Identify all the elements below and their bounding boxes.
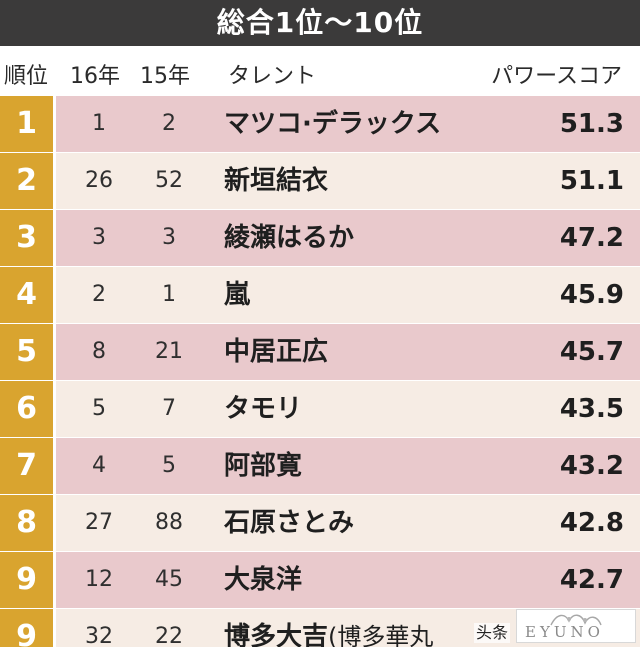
talent-name: 石原さとみ [224, 508, 355, 538]
column-headers: 順位 16年 15年 タレント パワースコア [0, 46, 640, 96]
talent-name: 中居正広 [224, 337, 329, 367]
rank-2016: 2 [92, 282, 106, 307]
row-data: 12 45 大泉洋 42.7 [56, 552, 640, 608]
talent-name: 阿部寛 [224, 451, 303, 481]
table-row: 7 4 5 阿部寛 43.2 [0, 438, 640, 495]
rank-2015: 45 [155, 567, 183, 592]
watermark: 头条 EYUNO [473, 607, 636, 643]
rank-badge: 3 [0, 210, 56, 266]
rank-2015: 3 [162, 225, 176, 250]
rank-2016: 8 [92, 339, 106, 364]
row-data: 27 88 石原さとみ 42.8 [56, 495, 640, 551]
rank-2016: 4 [92, 453, 106, 478]
rank-2016: 5 [92, 396, 106, 421]
talent-name: 綾瀬はるか [224, 223, 355, 253]
row-data: 2 1 嵐 45.9 [56, 267, 640, 323]
table-row: 6 5 7 タモリ 43.5 [0, 381, 640, 438]
table-row: 4 2 1 嵐 45.9 [0, 267, 640, 324]
table-row: 3 3 3 綾瀬はるか 47.2 [0, 210, 640, 267]
header-year-15: 15年 [140, 64, 190, 89]
power-score: 43.2 [559, 451, 624, 481]
table-row: 5 8 21 中居正広 45.7 [0, 324, 640, 381]
toutiao-watermark: 头条 [473, 623, 510, 643]
rank-2016: 12 [85, 567, 113, 592]
table-row: 1 1 2 マツコ·デラックス 51.3 [0, 96, 640, 153]
eyuno-logo-text: EYUNO [525, 623, 604, 641]
power-score: 42.8 [559, 508, 624, 538]
power-score: 51.3 [559, 109, 624, 139]
rank-2015: 7 [162, 396, 176, 421]
rank-badge: 7 [0, 438, 56, 494]
rank-badge: 1 [0, 96, 56, 152]
talent-name: タモリ [224, 394, 303, 424]
rank-2015: 5 [162, 453, 176, 478]
header-year-16: 16年 [70, 64, 120, 89]
power-score: 47.2 [559, 223, 624, 253]
rank-badge: 9 [0, 609, 56, 647]
rank-2015: 2 [162, 111, 176, 136]
table-row: 8 27 88 石原さとみ 42.8 [0, 495, 640, 552]
rank-2015: 1 [162, 282, 176, 307]
page-title: 総合1位〜10位 [0, 0, 640, 46]
power-score: 43.5 [559, 394, 624, 424]
ranking-table: 1 1 2 マツコ·デラックス 51.3 2 26 52 新垣結衣 51.1 3… [0, 96, 640, 647]
rank-2015: 52 [155, 168, 183, 193]
rank-2016: 27 [85, 510, 113, 535]
rank-badge: 5 [0, 324, 56, 380]
rank-badge: 4 [0, 267, 56, 323]
row-data: 5 7 タモリ 43.5 [56, 381, 640, 437]
rank-2016: 32 [85, 624, 113, 647]
rank-badge: 8 [0, 495, 56, 551]
rank-2015: 22 [155, 624, 183, 647]
rank-2016: 26 [85, 168, 113, 193]
power-score: 42.7 [559, 565, 624, 595]
talent-name: 嵐 [224, 280, 251, 310]
row-data: 26 52 新垣結衣 51.1 [56, 153, 640, 209]
rank-badge: 2 [0, 153, 56, 209]
row-data: 3 3 綾瀬はるか 47.2 [56, 210, 640, 266]
talent-name-note: (博多華丸 [328, 623, 434, 647]
table-row: 9 12 45 大泉洋 42.7 [0, 552, 640, 609]
eyuno-logo: EYUNO [516, 609, 636, 643]
rank-2016: 3 [92, 225, 106, 250]
rank-2015: 88 [155, 510, 183, 535]
rank-2016: 1 [92, 111, 106, 136]
power-score: 45.7 [559, 337, 624, 367]
rank-badge: 6 [0, 381, 56, 437]
table-row: 9 32 22 博多大吉(博多華丸 [0, 609, 640, 647]
talent-name: 新垣結衣 [224, 166, 329, 196]
header-rank: 順位 [4, 64, 49, 89]
rank-2015: 21 [155, 339, 183, 364]
talent-name-main: 博多大吉 [224, 622, 329, 647]
row-data: 32 22 博多大吉(博多華丸 [56, 609, 640, 647]
power-score: 45.9 [559, 280, 624, 310]
header-talent: タレント [228, 64, 317, 89]
flower-icon [550, 614, 602, 626]
talent-name: マツコ·デラックス [224, 109, 442, 139]
header-power-score: パワースコア [491, 64, 622, 89]
row-data: 8 21 中居正広 45.7 [56, 324, 640, 380]
rank-badge: 9 [0, 552, 56, 608]
row-data: 1 2 マツコ·デラックス 51.3 [56, 96, 640, 152]
table-row: 2 26 52 新垣結衣 51.1 [0, 153, 640, 210]
power-score: 51.1 [559, 166, 624, 196]
talent-name: 博多大吉(博多華丸 [224, 609, 433, 647]
row-data: 4 5 阿部寛 43.2 [56, 438, 640, 494]
talent-name: 大泉洋 [224, 565, 303, 595]
